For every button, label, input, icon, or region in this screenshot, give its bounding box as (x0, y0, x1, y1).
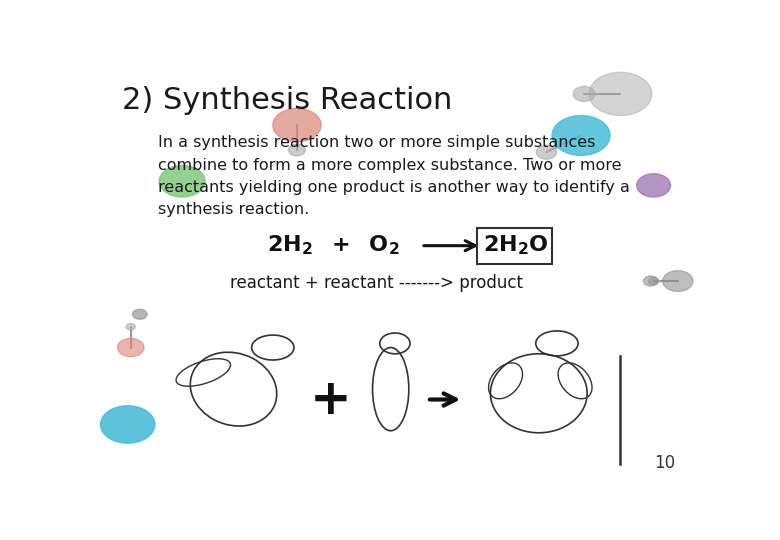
Circle shape (126, 323, 136, 330)
Circle shape (273, 109, 321, 141)
Circle shape (573, 86, 595, 102)
Circle shape (118, 339, 144, 357)
Circle shape (552, 116, 610, 156)
Circle shape (648, 278, 659, 285)
Circle shape (133, 309, 147, 319)
Circle shape (537, 145, 557, 159)
Circle shape (589, 72, 652, 116)
Text: reactant + reactant -------> product: reactant + reactant -------> product (231, 274, 523, 292)
Circle shape (101, 406, 155, 443)
Text: $\mathbf{2H_2\ \ +\ \ O_2}$: $\mathbf{2H_2\ \ +\ \ O_2}$ (267, 234, 399, 258)
Text: +: + (310, 375, 351, 423)
Circle shape (644, 276, 658, 286)
Text: 10: 10 (654, 454, 675, 472)
Text: In a synthesis reaction two or more simple substances
combine to form a more com: In a synthesis reaction two or more simp… (158, 136, 629, 217)
Circle shape (289, 144, 306, 156)
Circle shape (663, 271, 693, 292)
Circle shape (636, 174, 671, 197)
Circle shape (159, 165, 205, 197)
Text: $\mathbf{2H_2O}$: $\mathbf{2H_2O}$ (483, 234, 549, 258)
Text: 2) Synthesis Reaction: 2) Synthesis Reaction (122, 85, 452, 114)
